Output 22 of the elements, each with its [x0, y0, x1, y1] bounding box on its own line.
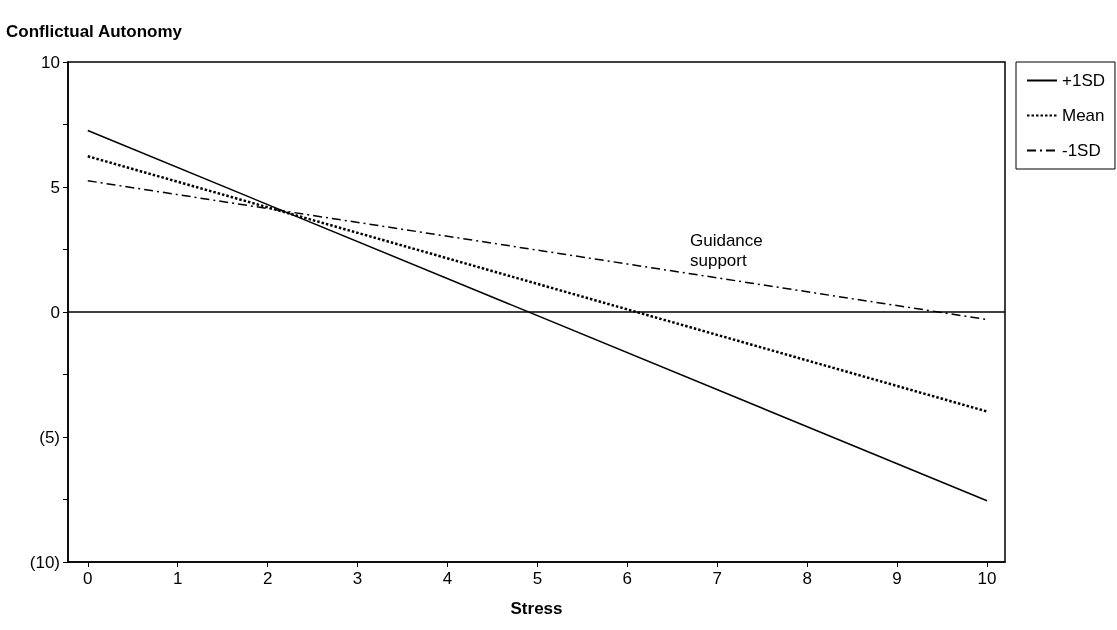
x-tick-label: 9 — [892, 569, 902, 588]
x-tick-label: 1 — [172, 569, 183, 588]
y-tick-label: (10) — [29, 552, 60, 572]
x-tick-label: 6 — [622, 569, 633, 588]
y-tick-label: 5 — [50, 177, 60, 197]
y-axis-title: Conflictual Autonomy — [6, 22, 183, 41]
x-tick-label: 0 — [83, 569, 93, 588]
y-tick-label: 10 — [41, 52, 60, 72]
legend-label: +1SD — [1062, 71, 1105, 90]
x-tick-label: 10 — [977, 569, 997, 588]
annotation: Guidance support — [690, 230, 763, 270]
x-tick-label: 2 — [262, 569, 273, 588]
x-tick-label: 7 — [712, 569, 722, 588]
x-tick-label: 3 — [352, 569, 363, 588]
legend-label: Mean — [1062, 106, 1105, 125]
x-axis-title: Stress — [510, 599, 563, 618]
x-tick-label: 5 — [532, 569, 543, 588]
x-tick-label: 8 — [802, 569, 812, 588]
y-tick-label: (5) — [39, 427, 60, 447]
x-tick-label: 4 — [442, 569, 453, 588]
y-tick-label: 0 — [50, 302, 60, 322]
legend-label: -1SD — [1062, 141, 1101, 160]
